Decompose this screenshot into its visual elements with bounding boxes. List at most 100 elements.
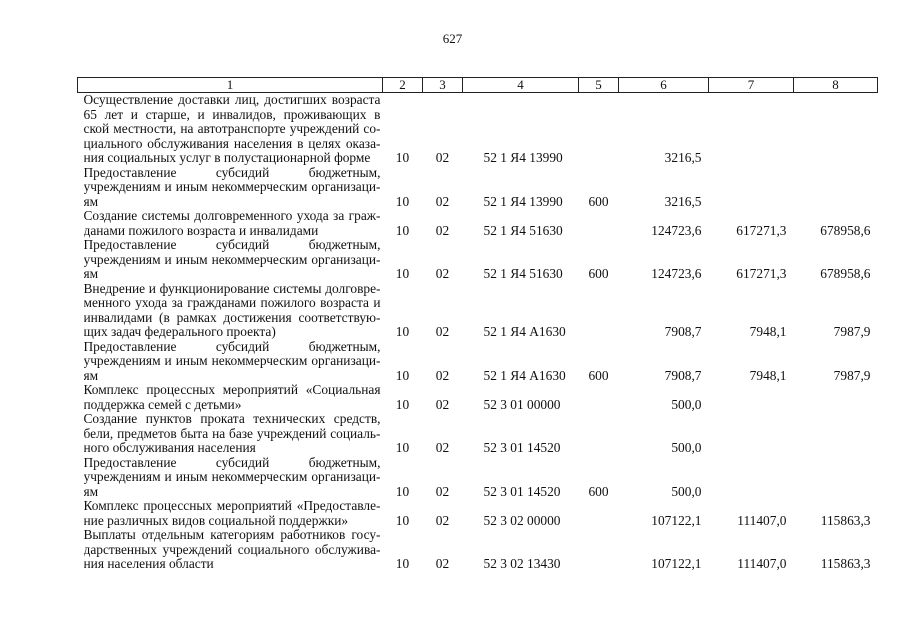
description-line: циального обслуживания населения в целях… bbox=[83, 136, 381, 151]
cell-col-5 bbox=[579, 528, 619, 572]
cell-col-7: 7948,1 bbox=[749, 367, 787, 383]
cell-col-2: 10 bbox=[395, 266, 410, 281]
description-line: Комплекс процессных мероприятий «Социаль… bbox=[83, 383, 381, 397]
cell-col-7 bbox=[709, 383, 794, 412]
description-line: бели, предметов быта на базе учреждений … bbox=[83, 426, 381, 441]
cell-col-2: 10 bbox=[395, 483, 410, 499]
cell-col-2: 10 bbox=[395, 512, 410, 528]
cell-col-3: 02 bbox=[435, 222, 450, 238]
cell-col-5 bbox=[579, 412, 619, 456]
cell-col-5 bbox=[579, 209, 619, 238]
row-description: Создание пунктов проката технических сре… bbox=[78, 412, 383, 456]
description-line: Комплекс процессных мероприятий «Предост… bbox=[83, 499, 381, 513]
cell-col-3: 02 bbox=[435, 324, 450, 339]
row-description: Внедрение и функционирование системы дол… bbox=[78, 282, 383, 340]
description-line: Предоставление субсидий бюджетным, автон… bbox=[83, 165, 381, 181]
table-row: Предоставление субсидий бюджетным, автон… bbox=[78, 166, 878, 210]
table-row: Предоставление субсидий бюджетным, автон… bbox=[78, 238, 878, 282]
description-line: ям bbox=[83, 194, 99, 209]
cell-col-6: 500,0 bbox=[671, 396, 702, 412]
cell-col-6: 3216,5 bbox=[664, 193, 702, 209]
cell-col-6: 124723,6 bbox=[651, 222, 702, 238]
cell-col-7: 111407,0 bbox=[737, 512, 787, 528]
description-line: 65 лет и старше, и инвалидов, проживающи… bbox=[83, 107, 381, 123]
cell-col-8 bbox=[794, 93, 878, 166]
cell-col-7 bbox=[709, 456, 794, 500]
column-header-7: 7 bbox=[708, 77, 794, 93]
cell-col-2: 10 bbox=[395, 396, 410, 412]
cell-col-5 bbox=[579, 383, 619, 412]
cell-col-7 bbox=[709, 93, 794, 166]
cell-col-8 bbox=[794, 383, 878, 412]
table-row: Предоставление субсидий бюджетным, автон… bbox=[78, 456, 878, 500]
description-line: ям bbox=[83, 484, 99, 499]
column-header-3: 3 bbox=[422, 77, 463, 93]
description-line: Внедрение и функционирование системы дол… bbox=[83, 281, 381, 296]
cell-col-3: 02 bbox=[435, 556, 450, 571]
cell-col-4: 52 1 Я4 13990 bbox=[483, 193, 563, 209]
cell-col-6: 107122,1 bbox=[651, 556, 702, 571]
cell-col-8: 678958,6 bbox=[820, 266, 871, 281]
table-row: Осуществление доставки лиц, достигших во… bbox=[78, 93, 878, 166]
description-line: щих задач федерального проекта) bbox=[83, 325, 276, 339]
cell-col-8: 7987,9 bbox=[833, 367, 871, 383]
cell-col-2: 10 bbox=[395, 222, 410, 238]
cell-col-4: 52 1 Я4 13990 bbox=[483, 150, 563, 165]
row-description: Комплекс процессных мероприятий «Социаль… bbox=[78, 383, 383, 412]
table-row: Предоставление субсидий бюджетным, автон… bbox=[78, 340, 878, 384]
cell-col-5: 600 bbox=[588, 483, 609, 499]
cell-col-7: 617271,3 bbox=[736, 222, 787, 238]
cell-col-6: 500,0 bbox=[671, 483, 702, 499]
description-line: инвалидами (в рамках достижения соответс… bbox=[83, 310, 381, 325]
description-line: ния населения области bbox=[83, 557, 214, 571]
description-line: ям bbox=[83, 267, 99, 281]
description-line: поддержка семей с детьми» bbox=[83, 397, 242, 412]
cell-col-6: 7908,7 bbox=[664, 324, 702, 339]
cell-col-5: 600 bbox=[588, 367, 609, 383]
description-line: ние различных видов социальной поддержки… bbox=[83, 513, 349, 528]
description-line: учреждениям и иным некоммерческим органи… bbox=[83, 180, 381, 194]
cell-col-8 bbox=[794, 456, 878, 500]
table-row: Комплекс процессных мероприятий «Социаль… bbox=[78, 383, 878, 412]
description-line: учреждениям и иным некоммерческим органи… bbox=[83, 470, 381, 484]
cell-col-4: 52 1 Я4 51630 bbox=[483, 266, 563, 281]
cell-col-8: 115863,3 bbox=[820, 512, 871, 528]
cell-col-6: 124723,6 bbox=[651, 266, 702, 281]
row-description: Предоставление субсидий бюджетным, автон… bbox=[78, 340, 383, 384]
cell-col-7 bbox=[709, 166, 794, 210]
cell-col-8: 678958,6 bbox=[820, 222, 871, 238]
table-row: Выплаты отдельным категориям работников … bbox=[78, 528, 878, 572]
description-line: Предоставление субсидий бюджетным, автон… bbox=[83, 455, 381, 471]
row-description: Комплекс процессных мероприятий «Предост… bbox=[78, 499, 383, 528]
cell-col-5 bbox=[579, 93, 619, 166]
cell-col-4: 52 3 02 00000 bbox=[483, 512, 561, 528]
description-line: дарственных учреждений социального обслу… bbox=[83, 542, 381, 557]
description-line: ного обслуживания населения bbox=[83, 441, 256, 455]
cell-col-4: 52 1 Я4 51630 bbox=[483, 222, 563, 238]
column-header-6: 6 bbox=[618, 77, 709, 93]
description-line: Создание системы долговременного ухода з… bbox=[83, 209, 381, 223]
column-header-8: 8 bbox=[793, 77, 878, 93]
cell-col-5: 600 bbox=[588, 266, 609, 281]
description-line: ния социальных услуг в полустационарной … bbox=[83, 151, 371, 165]
cell-col-3: 02 bbox=[435, 266, 450, 281]
cell-col-2: 10 bbox=[395, 193, 410, 209]
cell-col-6: 3216,5 bbox=[664, 150, 702, 165]
row-description: Предоставление субсидий бюджетным, автон… bbox=[78, 456, 383, 500]
row-description: Предоставление субсидий бюджетным, автон… bbox=[78, 238, 383, 282]
row-description: Выплаты отдельным категориям работников … bbox=[78, 528, 383, 572]
cell-col-7: 7948,1 bbox=[749, 324, 787, 339]
cell-col-5: 600 bbox=[588, 193, 609, 209]
description-line: Предоставление субсидий бюджетным, автон… bbox=[83, 339, 381, 355]
cell-col-5 bbox=[579, 282, 619, 340]
description-line: менного ухода за гражданами пожилого воз… bbox=[83, 296, 381, 310]
cell-col-3: 02 bbox=[435, 150, 450, 165]
cell-col-4: 52 1 Я4 А1630 bbox=[483, 367, 566, 383]
description-line: ской местности, на автотранспорте учрежд… bbox=[83, 122, 381, 136]
column-header-1: 1 bbox=[77, 77, 383, 93]
cell-col-5 bbox=[579, 499, 619, 528]
column-header-5: 5 bbox=[578, 77, 619, 93]
cell-col-3: 02 bbox=[435, 483, 450, 499]
